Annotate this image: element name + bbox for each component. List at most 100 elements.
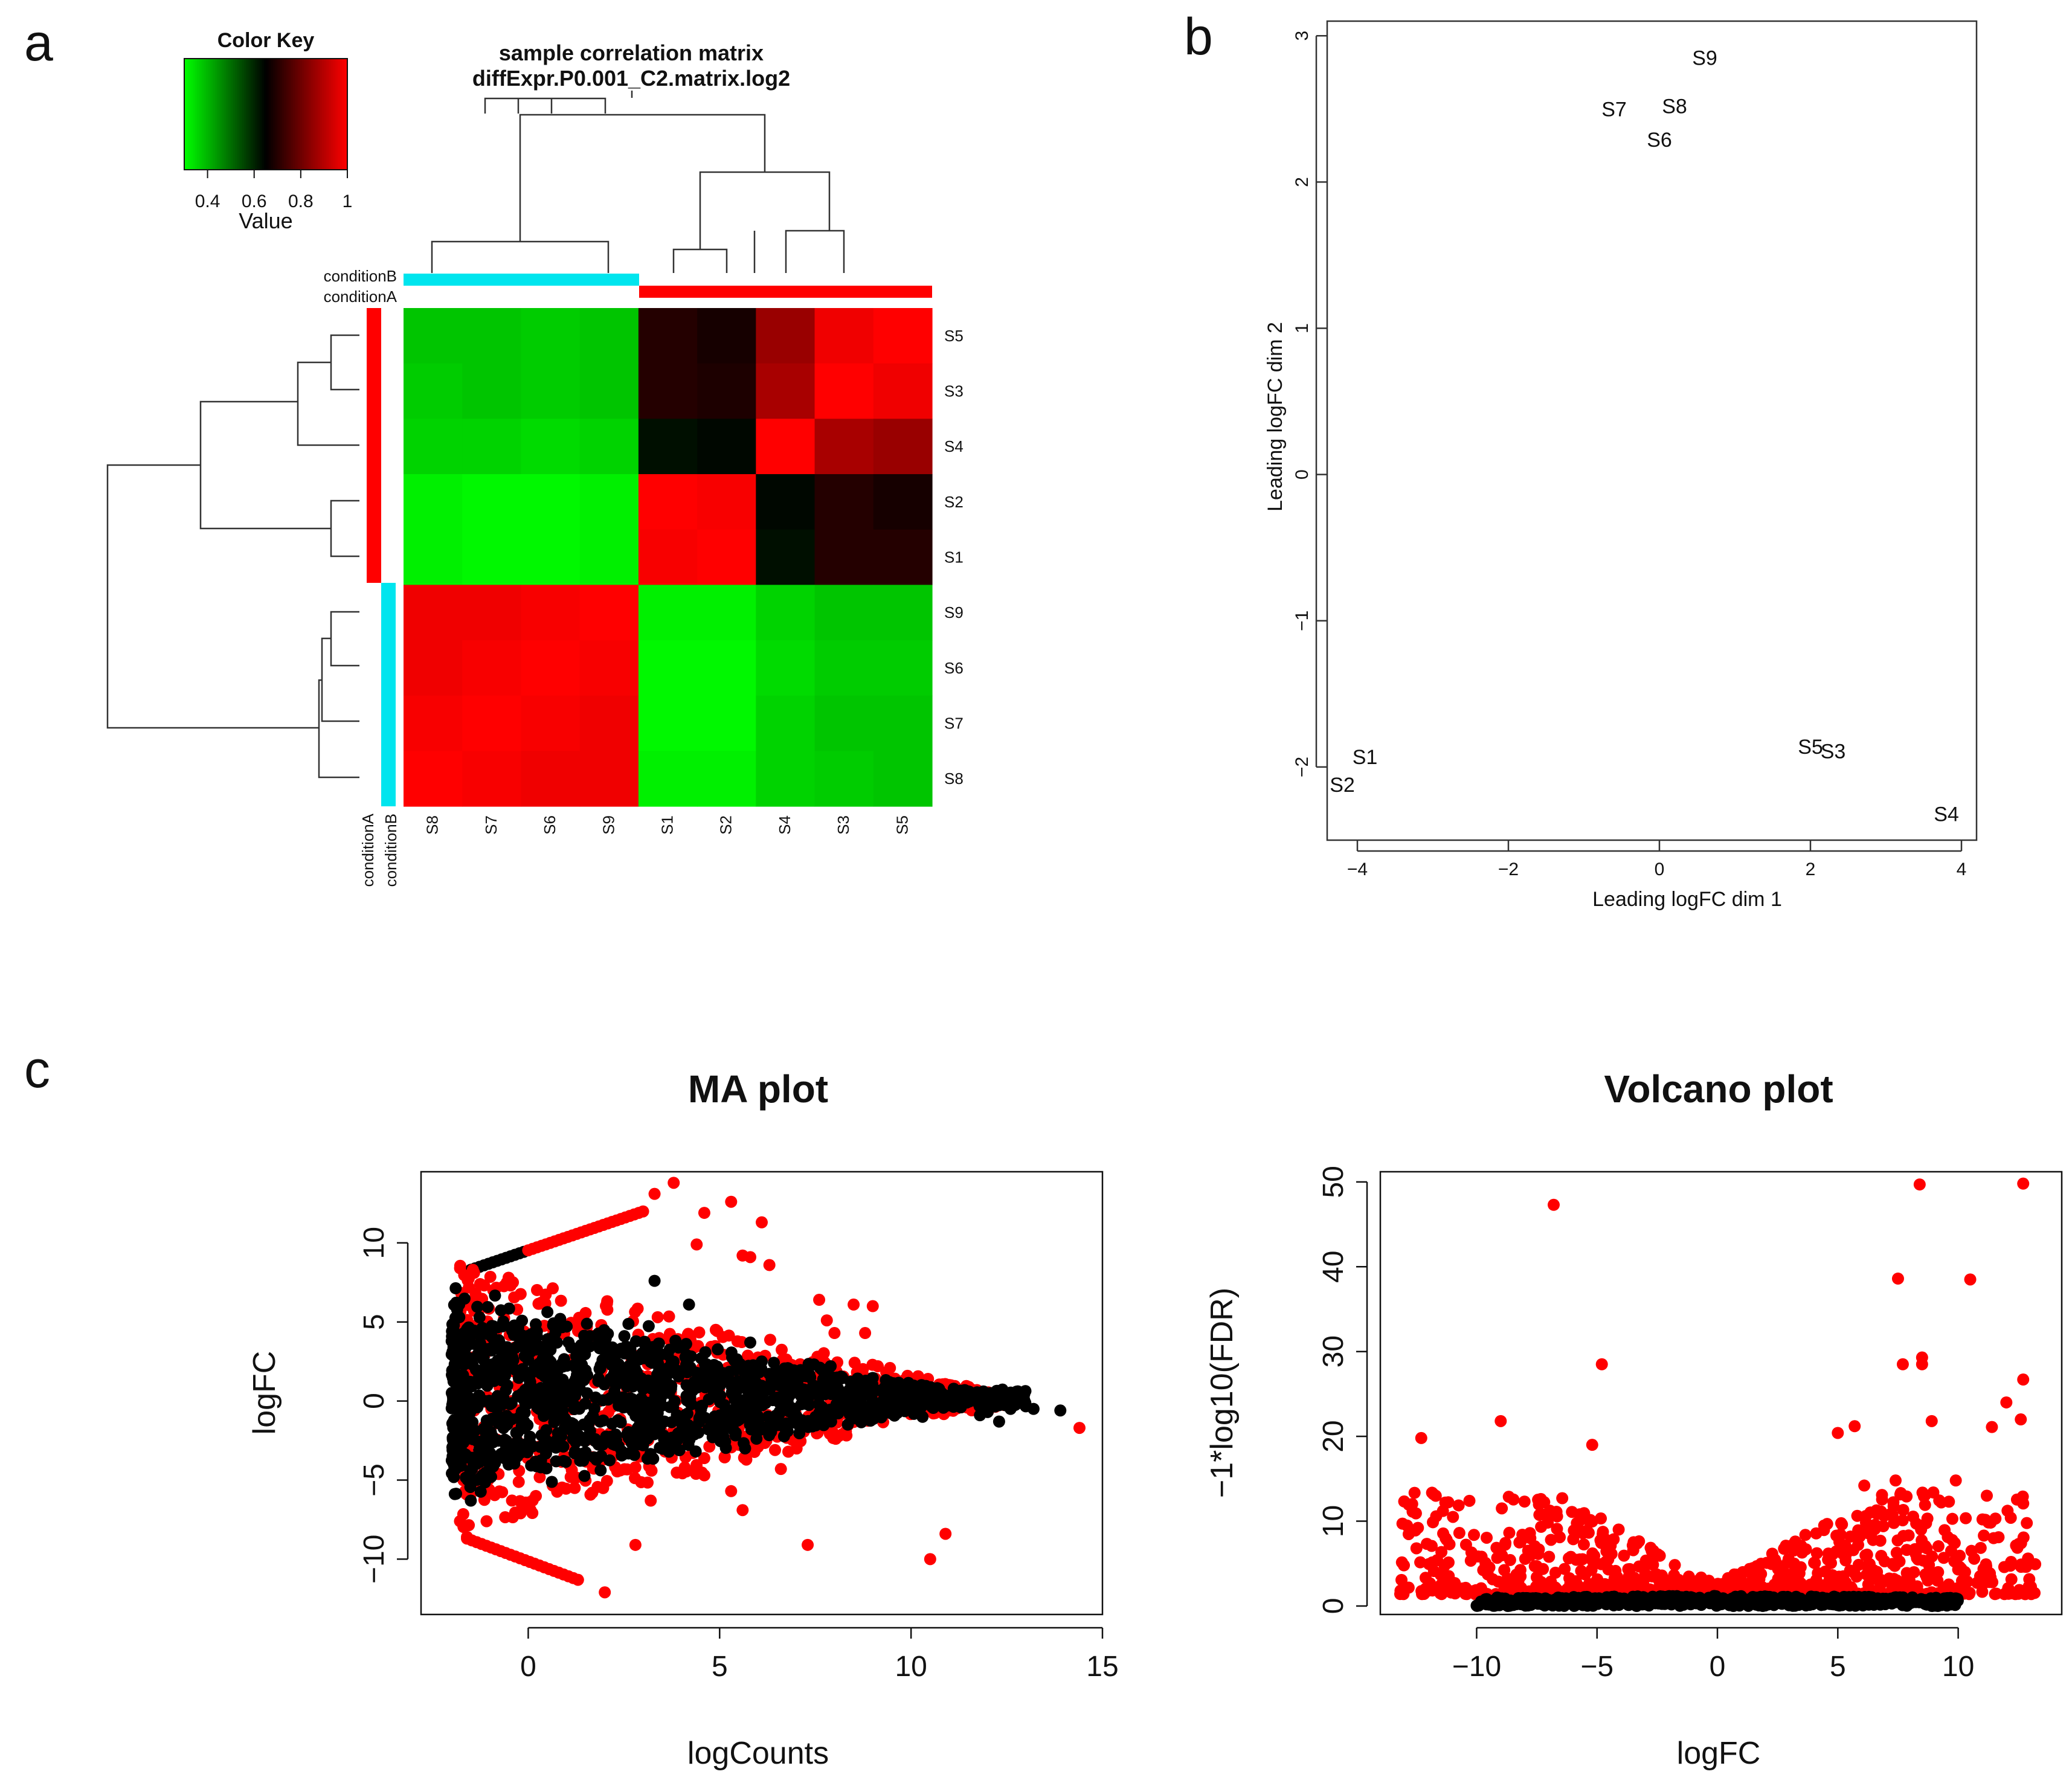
- ma-y-tick-label: 0: [358, 1393, 390, 1409]
- ma-point: [471, 1300, 484, 1313]
- color-key-strip: [184, 59, 187, 170]
- ma-point: [652, 1337, 665, 1350]
- ma-point: [727, 1404, 739, 1416]
- heatmap-row-label: S6: [944, 659, 964, 677]
- heatmap-cell: [697, 308, 756, 364]
- volcano-point: [1946, 1534, 1958, 1546]
- volcano-point: [1781, 1556, 1794, 1569]
- volcano-point: [1554, 1531, 1566, 1544]
- heatmap-cell: [873, 419, 933, 475]
- mds-point-label: S9: [1692, 47, 1717, 70]
- ma-point: [699, 1346, 712, 1358]
- ma-outlier-point: [859, 1327, 872, 1340]
- row-dendrogram: [106, 334, 359, 779]
- volcano-point: [1896, 1514, 1909, 1527]
- color-key-strip: [233, 59, 236, 170]
- ma-outlier-point: [599, 1586, 611, 1599]
- ma-point: [525, 1459, 538, 1472]
- color-key-strip: [286, 59, 288, 170]
- ma-point: [454, 1259, 466, 1272]
- mds-point-label: S2: [1330, 774, 1355, 797]
- ma-point: [474, 1277, 486, 1290]
- volcano-point: [1836, 1547, 1849, 1560]
- ma-point: [793, 1427, 806, 1439]
- ma-point: [782, 1362, 794, 1375]
- color-key-strip: [342, 59, 344, 170]
- color-key-strip: [244, 59, 246, 170]
- color-key-strip: [206, 59, 208, 170]
- volcano-point: [1492, 1575, 1505, 1588]
- ma-point: [622, 1377, 634, 1390]
- volcano-point: [1558, 1596, 1571, 1608]
- heatmap-cell: [521, 308, 581, 364]
- ma-point: [629, 1306, 642, 1319]
- color-key-tick-label: 0.4: [195, 191, 220, 211]
- volcano-point: [1891, 1534, 1904, 1547]
- ma-outlier-point: [465, 1494, 477, 1507]
- color-key-strip: [240, 59, 243, 170]
- volcano-point: [1556, 1492, 1569, 1505]
- volcano-point: [1551, 1510, 1563, 1523]
- col-annotation-conditionB: [404, 274, 639, 286]
- volcano-point: [1920, 1517, 1932, 1529]
- ma-point: [671, 1409, 683, 1422]
- ma-point: [821, 1374, 834, 1387]
- ma-point: [568, 1482, 581, 1494]
- ma-y-tick-label: 5: [358, 1314, 390, 1330]
- volcano-point: [1788, 1575, 1801, 1588]
- heatmap-cell: [579, 363, 639, 419]
- volcano-point: [2017, 1497, 2030, 1510]
- volcano-point: [1586, 1515, 1598, 1528]
- ma-point: [555, 1294, 567, 1307]
- ma-point: [681, 1329, 694, 1341]
- ma-point: [503, 1302, 515, 1315]
- heatmap-cell: [638, 308, 698, 364]
- mds-y-tick-label: 2: [1292, 177, 1312, 187]
- volcano-outlier-point: [1891, 1272, 1904, 1285]
- volcano-point: [1504, 1553, 1516, 1566]
- color-key-strip: [217, 59, 219, 170]
- ma-point: [564, 1471, 577, 1483]
- volcano-outlier-point: [1410, 1542, 1423, 1555]
- ma-point: [558, 1422, 571, 1434]
- volcano-point: [1864, 1506, 1877, 1519]
- ma-point: [681, 1366, 693, 1379]
- ma-point: [588, 1402, 601, 1415]
- heatmap-cell: [579, 640, 639, 696]
- volcano-point: [1567, 1533, 1580, 1546]
- heatmap-col-label: S9: [599, 815, 617, 835]
- ma-point: [512, 1412, 524, 1425]
- vol-y-tick-label: 30: [1318, 1335, 1350, 1367]
- ma-outlier-point: [802, 1538, 814, 1551]
- mds-x-tick-label: −2: [1498, 859, 1519, 879]
- volcano-point: [1693, 1592, 1706, 1604]
- volcano-point: [1627, 1578, 1640, 1590]
- volcano-point: [1746, 1562, 1759, 1575]
- ma-point: [795, 1398, 808, 1410]
- heatmap-cell: [638, 640, 698, 696]
- ma-point: [841, 1418, 854, 1431]
- volcano-point: [1929, 1595, 1942, 1608]
- heatmap-cell: [462, 695, 522, 751]
- heatmap-cell: [462, 585, 522, 641]
- volcano-point: [1647, 1544, 1659, 1557]
- color-key-strip: [202, 59, 205, 170]
- ma-point: [600, 1475, 613, 1488]
- volcano-point: [1623, 1563, 1636, 1575]
- volcano-point: [1832, 1575, 1844, 1587]
- color-key-strip: [331, 59, 333, 170]
- volcano-point: [1786, 1539, 1799, 1552]
- color-key-strip: [295, 59, 297, 170]
- color-key-strip: [275, 59, 277, 170]
- volcano-point: [1608, 1572, 1621, 1585]
- color-key-strip: [186, 59, 188, 170]
- volcano-outlier-point: [1540, 1510, 1553, 1523]
- volcano-point: [1426, 1540, 1438, 1552]
- ma-outlier-point: [514, 1507, 527, 1520]
- volcano-point: [1833, 1599, 1845, 1612]
- ma-point: [504, 1398, 516, 1410]
- color-key-strip: [208, 59, 210, 170]
- ma-xlabel: logCounts: [687, 1736, 829, 1771]
- color-key-strip: [197, 59, 199, 170]
